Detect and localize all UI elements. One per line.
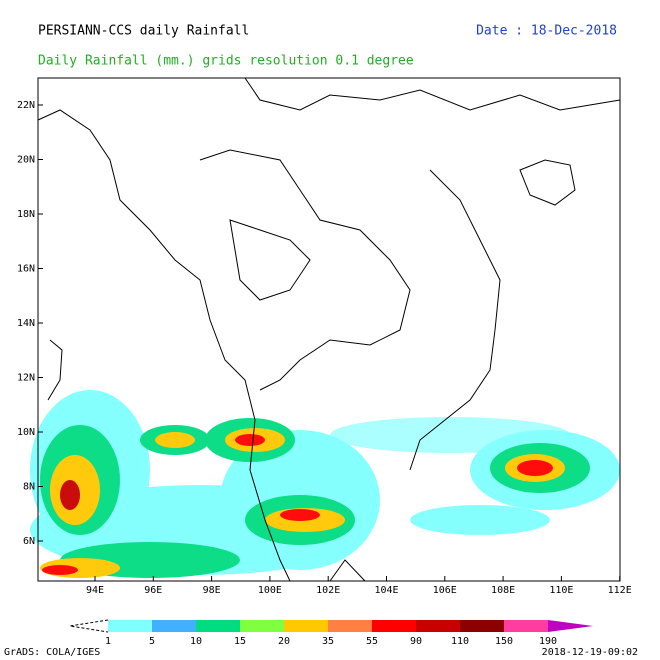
lon-label: 110E xyxy=(549,585,573,596)
footer-left: GrADS: COLA/IGES xyxy=(4,647,100,658)
subtitle: Daily Rainfall (mm.) grids resolution 0.… xyxy=(38,54,414,69)
legend-label: 90 xyxy=(410,636,422,647)
lat-label: 18N xyxy=(17,209,35,220)
legend-label: 110 xyxy=(451,636,469,647)
legend-label: 1 xyxy=(105,636,111,647)
color-box xyxy=(372,620,416,632)
lon-label: 100E xyxy=(258,585,282,596)
color-box xyxy=(240,620,284,632)
legend-label: 10 xyxy=(190,636,202,647)
color-box xyxy=(504,620,548,632)
lat-label: 10N xyxy=(17,427,35,438)
map-frame xyxy=(37,77,621,582)
title: PERSIANN-CCS daily Rainfall xyxy=(38,24,249,39)
lat-label: 22N xyxy=(17,100,35,111)
lat-label: 6N xyxy=(23,536,35,547)
legend-label: 35 xyxy=(322,636,334,647)
lon-label: 94E xyxy=(86,585,104,596)
color-box xyxy=(196,620,240,632)
footer-right: 2018-12-19-09:02 xyxy=(542,647,638,658)
lon-label: 98E xyxy=(203,585,221,596)
legend-label: 150 xyxy=(495,636,513,647)
coastlines xyxy=(37,77,621,582)
lat-label: 14N xyxy=(17,318,35,329)
color-box xyxy=(416,620,460,632)
legend-label: 55 xyxy=(366,636,378,647)
lon-label: 96E xyxy=(144,585,162,596)
lon-label: 102E xyxy=(316,585,340,596)
color-box xyxy=(108,620,152,632)
legend-label: 190 xyxy=(539,636,557,647)
over-triangle xyxy=(548,620,593,632)
lat-label: 12N xyxy=(17,373,35,384)
lon-label: 108E xyxy=(491,585,515,596)
under-triangle xyxy=(69,619,109,633)
colorbar: 1 5 10 15 20 35 55 90 110 150 190 xyxy=(69,619,593,647)
color-box xyxy=(152,620,196,632)
legend-label: 5 xyxy=(149,636,155,647)
lon-label: 112E xyxy=(608,585,632,596)
lon-label: 106E xyxy=(433,585,457,596)
legend-label: 20 xyxy=(278,636,290,647)
color-box xyxy=(284,620,328,632)
legend-label: 15 xyxy=(234,636,246,647)
map: 22N 20N 18N 16N 14N 12N 10N 8N 6N 94E 96E 98E 100E 10… xyxy=(17,77,632,596)
rainfall-field xyxy=(30,390,620,578)
date: Date : 18-Dec-2018 xyxy=(476,24,617,39)
lat-label: 20N xyxy=(17,155,35,166)
color-box xyxy=(460,620,504,632)
lon-label: 104E xyxy=(374,585,398,596)
lat-label: 16N xyxy=(17,264,35,275)
color-box xyxy=(328,620,372,632)
lat-label: 8N xyxy=(23,482,35,493)
